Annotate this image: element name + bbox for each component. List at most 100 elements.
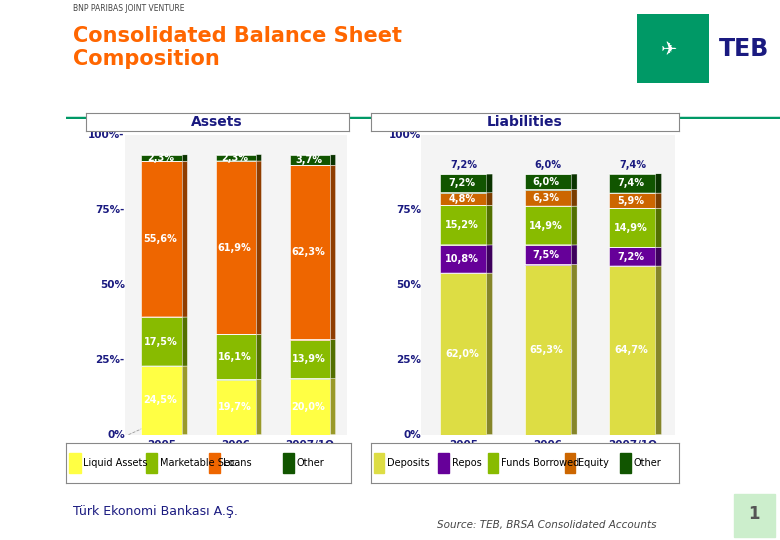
Bar (282, 453, 294, 473)
Text: 7,4%: 7,4% (617, 179, 644, 188)
Bar (440, 174, 487, 193)
Bar (215, 161, 257, 334)
Bar (215, 334, 257, 380)
Text: 2,3%: 2,3% (147, 153, 174, 163)
Text: 14,9%: 14,9% (614, 223, 647, 233)
Text: 25%: 25% (396, 355, 421, 365)
Bar (620, 453, 631, 473)
Text: 2,3%: 2,3% (221, 153, 248, 163)
Text: 7,2%: 7,2% (448, 179, 475, 188)
Bar (69, 453, 80, 473)
Text: Loans: Loans (223, 458, 251, 468)
Polygon shape (571, 206, 577, 245)
Polygon shape (571, 190, 577, 206)
Polygon shape (183, 317, 187, 366)
Text: Other: Other (634, 458, 661, 468)
Text: 75%-: 75%- (95, 205, 125, 215)
Text: 19,7%: 19,7% (218, 402, 251, 412)
Text: Consolidated Balance Sheet
Composition: Consolidated Balance Sheet Composition (73, 26, 402, 69)
Polygon shape (257, 154, 261, 161)
Bar (609, 208, 656, 247)
Bar (438, 453, 449, 473)
Polygon shape (571, 174, 577, 190)
Text: Marketable Sec.: Marketable Sec. (160, 458, 239, 468)
Text: BNP PARIBAS JOINT VENTURE: BNP PARIBAS JOINT VENTURE (73, 4, 185, 12)
Polygon shape (571, 265, 577, 435)
Polygon shape (487, 193, 493, 205)
Text: 25%-: 25%- (95, 355, 125, 365)
Bar (525, 265, 571, 435)
Text: 10,8%: 10,8% (445, 254, 479, 264)
Polygon shape (183, 155, 187, 161)
Polygon shape (331, 155, 335, 165)
Bar (374, 453, 385, 473)
Polygon shape (331, 379, 335, 435)
Text: Funds Borrowed: Funds Borrowed (502, 458, 580, 468)
Text: 7,2%: 7,2% (617, 252, 644, 262)
Text: 62,0%: 62,0% (445, 349, 479, 359)
Text: Source: TEB, BRSA Consolidated Accounts: Source: TEB, BRSA Consolidated Accounts (438, 519, 657, 530)
Bar (209, 453, 220, 473)
Bar (141, 366, 183, 435)
Text: Assets: Assets (191, 116, 243, 129)
Bar (488, 453, 498, 473)
Bar (141, 317, 183, 366)
Polygon shape (487, 245, 493, 273)
Bar (734, 494, 775, 537)
Polygon shape (257, 161, 261, 334)
Bar (440, 245, 487, 273)
Text: ✈: ✈ (661, 39, 678, 58)
Text: 6,0%: 6,0% (534, 160, 562, 170)
Polygon shape (656, 266, 661, 435)
Bar (609, 174, 656, 193)
Polygon shape (487, 205, 493, 245)
Bar (146, 453, 158, 473)
Bar (289, 155, 331, 165)
Text: 65,3%: 65,3% (530, 345, 563, 355)
Text: 61,9%: 61,9% (218, 243, 251, 253)
Polygon shape (487, 174, 493, 193)
Polygon shape (656, 208, 661, 247)
Bar (525, 174, 571, 190)
Bar (289, 165, 331, 340)
Text: Liabilities: Liabilities (487, 116, 562, 129)
Text: 16,1%: 16,1% (218, 352, 251, 362)
Text: 64,7%: 64,7% (614, 346, 647, 355)
Text: 14,9%: 14,9% (530, 220, 563, 231)
Text: TEB: TEB (719, 37, 770, 60)
Bar (289, 340, 331, 379)
Polygon shape (331, 340, 335, 379)
Text: 7,4%: 7,4% (619, 160, 646, 170)
Text: 55,6%: 55,6% (144, 234, 177, 244)
Text: Other: Other (297, 458, 324, 468)
Text: 5,9%: 5,9% (617, 196, 644, 206)
Text: Deposits: Deposits (388, 458, 430, 468)
Bar (289, 379, 331, 435)
Bar (215, 154, 257, 161)
Text: 3,7%: 3,7% (295, 155, 322, 165)
Text: 4,8%: 4,8% (448, 194, 475, 204)
Polygon shape (656, 174, 661, 193)
Polygon shape (656, 247, 661, 266)
Text: 100%: 100% (389, 130, 421, 140)
Bar (440, 193, 487, 205)
Text: Equity: Equity (579, 458, 609, 468)
Text: 7,5%: 7,5% (533, 249, 560, 260)
Bar (565, 453, 576, 473)
Bar (525, 245, 571, 265)
Bar (440, 205, 487, 245)
Bar (609, 247, 656, 266)
Bar (141, 161, 183, 317)
Bar (141, 155, 183, 161)
Bar (609, 193, 656, 208)
Polygon shape (331, 165, 335, 340)
Polygon shape (571, 245, 577, 265)
Text: 6,3%: 6,3% (533, 193, 560, 203)
Text: 0%: 0% (403, 430, 421, 440)
Text: 24,5%: 24,5% (144, 395, 177, 406)
Text: 50%: 50% (100, 280, 125, 290)
Text: 6,0%: 6,0% (533, 177, 560, 187)
Bar (525, 190, 571, 206)
Text: 13,9%: 13,9% (292, 354, 325, 364)
Text: Repos: Repos (452, 458, 482, 468)
